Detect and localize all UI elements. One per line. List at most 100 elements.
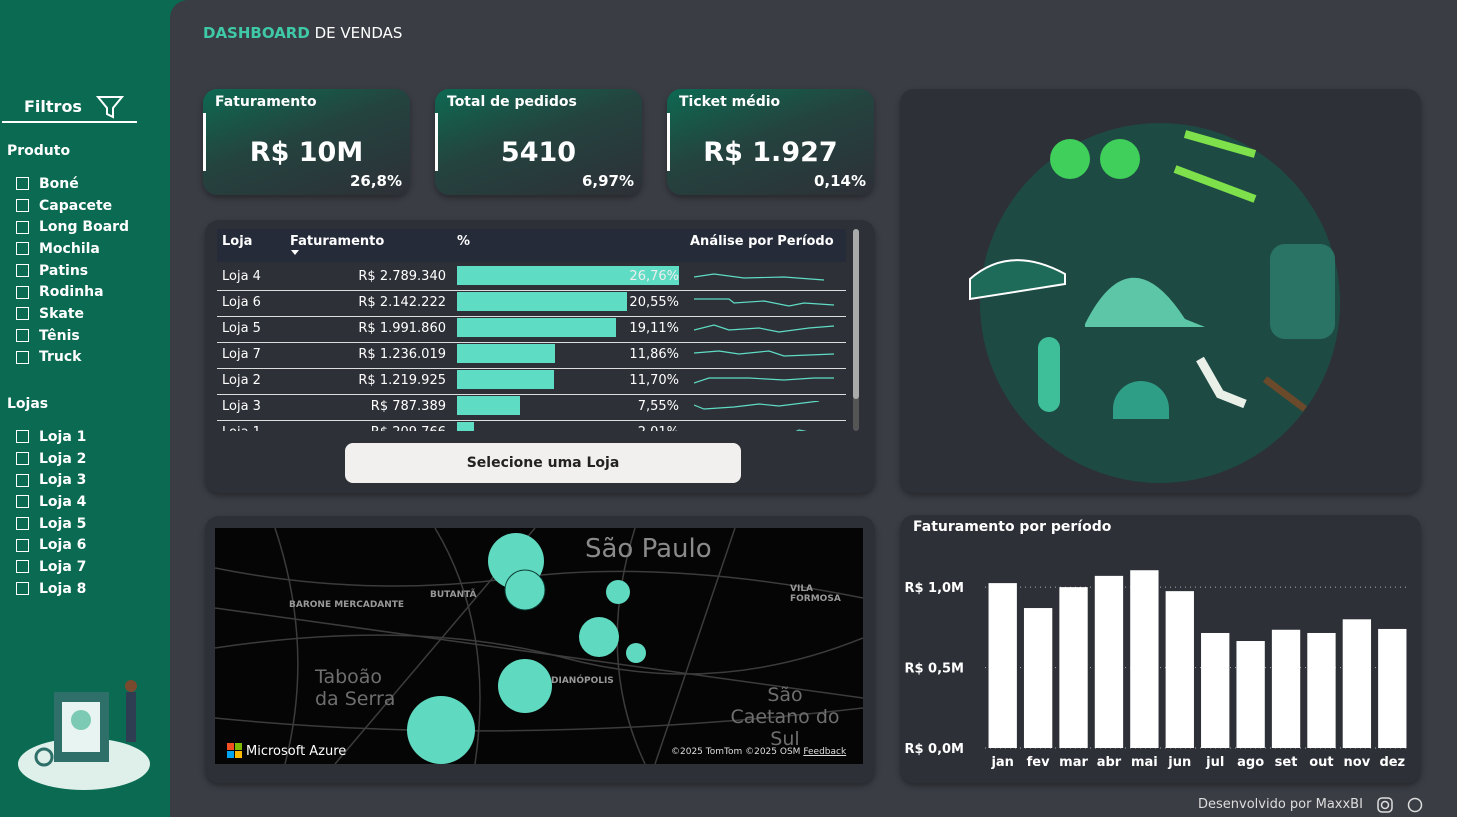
column-header: Faturamento: [290, 234, 385, 249]
x-tick-label: abr: [1097, 755, 1122, 770]
checkbox-label: Capacete: [39, 197, 113, 214]
checkbox-item[interactable]: Mochila: [0, 238, 170, 260]
checkbox[interactable]: [16, 473, 29, 487]
checkbox-item[interactable]: Loja 4: [0, 491, 170, 513]
kpi-value: 5410: [500, 137, 577, 168]
checkbox-item[interactable]: Capacete: [0, 195, 170, 217]
checkbox[interactable]: [16, 517, 29, 531]
x-tick-label: nov: [1344, 755, 1371, 770]
table-row: Loja 6 R$ 2.142.222 20,55%: [217, 290, 846, 317]
x-tick-label: jan: [990, 755, 1013, 770]
map-place: São Paulo: [585, 534, 712, 564]
cell-loja: Loja 2: [222, 373, 261, 388]
bar-chart: Faturamento por período R$ 0,0M R$ 0,5M R$…: [904, 519, 1410, 770]
column-header: %: [457, 234, 471, 249]
checkbox-item[interactable]: Loja 6: [0, 534, 170, 556]
map-place: DIANÓPOLIS: [551, 676, 614, 686]
checkbox-label: Loja 4: [39, 493, 87, 510]
checkbox[interactable]: [16, 307, 29, 321]
checkbox-label: Loja 5: [39, 515, 87, 532]
checkbox[interactable]: [16, 538, 29, 552]
checkbox[interactable]: [16, 329, 29, 343]
kpi-accent: [435, 113, 438, 171]
produto-list: Boné Capacete Long Board Mochila Patins Rodin…: [0, 173, 170, 368]
bar: [1271, 629, 1301, 748]
checkbox-item[interactable]: Skate: [0, 303, 170, 325]
checkbox-label: Tênis: [39, 327, 80, 344]
kpi-label: Ticket médio: [679, 94, 781, 110]
chart-card: Faturamento por período R$ 0,0M R$ 0,5M R$…: [900, 515, 1421, 783]
checkbox-item[interactable]: Patins: [0, 260, 170, 282]
sparkline: [694, 377, 834, 384]
checkbox[interactable]: [16, 430, 29, 444]
checkbox-item[interactable]: Loja 3: [0, 469, 170, 491]
kpi-accent: [203, 113, 206, 171]
bar: [1378, 628, 1407, 748]
cell-loja: Loja 4: [222, 269, 261, 284]
checkbox[interactable]: [16, 220, 29, 234]
kpi-label: Faturamento: [215, 94, 317, 110]
cell-pct: 20,55%: [629, 295, 679, 310]
checkbox-item[interactable]: Loja 8: [0, 578, 170, 600]
x-tick-label: mar: [1059, 755, 1088, 770]
checkbox-item[interactable]: Rodinha: [0, 281, 170, 303]
kpi-change: 6,97%: [581, 172, 634, 190]
table-row: Loja 7 R$ 1.236.019 11,86%: [217, 342, 846, 369]
cell-loja: Loja 6: [222, 295, 261, 310]
cell-pct: 11,86%: [629, 347, 679, 362]
checkbox-label: Rodinha: [39, 284, 104, 301]
checkbox-item[interactable]: Loja 2: [0, 448, 170, 470]
kpi-change: 26,8%: [349, 172, 402, 190]
cell-pct: 2,01%: [638, 425, 679, 431]
map-place: BUTANTÃ: [430, 590, 477, 600]
bar: [1059, 587, 1088, 748]
checkbox-label: Loja 1: [39, 428, 87, 445]
table-row: Loja 2 R$ 1.219.925 11,70%: [217, 368, 846, 395]
map-place: VILA FORMOSA: [790, 584, 841, 604]
checkbox[interactable]: [16, 177, 29, 191]
checkbox-item[interactable]: Loja 1: [0, 426, 170, 448]
checkbox[interactable]: [16, 264, 29, 278]
feedback-link[interactable]: Feedback: [803, 747, 847, 757]
checkbox[interactable]: [16, 199, 29, 213]
x-tick-label: jul: [1205, 755, 1224, 770]
checkbox-label: Loja 8: [39, 580, 87, 597]
bar: [1130, 570, 1159, 748]
checkbox[interactable]: [16, 242, 29, 256]
table-body: Loja 4 R$ 2.789.340 26,76% Loja 6 R$ 2.142.2…: [217, 264, 846, 431]
pct-bar: [457, 422, 474, 431]
checkbox-label: Truck: [39, 349, 82, 366]
cell-faturamento: R$ 209.766: [371, 425, 446, 431]
x-tick-label: out: [1309, 755, 1333, 770]
checkbox-label: Long Board: [39, 219, 130, 236]
product-illustration: [18, 680, 150, 790]
checkbox-item[interactable]: Long Board: [0, 216, 170, 238]
table-header: [217, 229, 846, 262]
y-tick-label: R$ 0,0M: [904, 742, 964, 757]
checkbox[interactable]: [16, 582, 29, 596]
kpi-card: Faturamento R$ 10M 26,8%: [203, 89, 410, 195]
cell-faturamento: R$ 1.219.925: [358, 373, 446, 388]
bar: [1201, 632, 1230, 748]
scroll-thumb: [853, 229, 859, 399]
checkbox-item[interactable]: Loja 5: [0, 513, 170, 535]
table-row: Loja 4 R$ 2.789.340 26,76%: [217, 264, 846, 291]
cell-pct: 19,11%: [629, 321, 679, 336]
select-store-button[interactable]: Selecione uma Loja: [345, 443, 741, 483]
cell-faturamento: R$ 787.389: [370, 399, 446, 414]
cell-pct: 26,76%: [629, 269, 679, 284]
checkbox[interactable]: [16, 560, 29, 574]
sparkline: [694, 273, 825, 281]
checkbox[interactable]: [16, 285, 29, 299]
cell-faturamento: R$ 2.789.340: [358, 269, 446, 284]
checkbox-label: Loja 7: [39, 558, 87, 575]
checkbox-item[interactable]: Boné: [0, 173, 170, 195]
checkbox[interactable]: [16, 350, 29, 364]
checkbox[interactable]: [16, 495, 29, 509]
checkbox-item[interactable]: Tênis: [0, 325, 170, 347]
checkbox[interactable]: [16, 452, 29, 466]
checkbox-item[interactable]: Loja 7: [0, 556, 170, 578]
divider: [2, 121, 137, 123]
checkbox-item[interactable]: Truck: [0, 347, 170, 369]
